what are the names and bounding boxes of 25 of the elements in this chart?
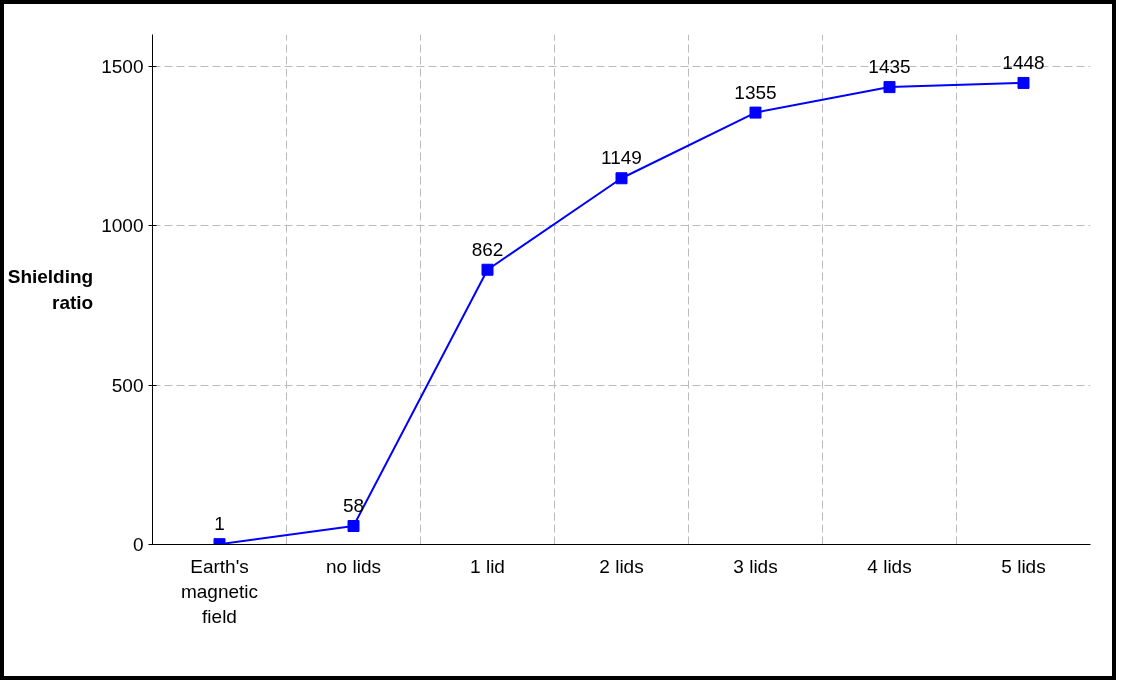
point [883,81,896,94]
data-label: 1149 [601,147,642,169]
data-label: 1355 [734,81,777,103]
data-label: 862 [471,238,504,260]
x-tick-label: no lids [326,555,381,577]
x-tick-label: 3 lids [733,555,778,577]
y-tick-label: 500 [111,374,144,396]
x-tick-label: 1 lid [470,555,505,577]
data-label: 1 [214,513,225,535]
point [749,106,762,119]
x-tick-label: 2 lids [599,555,644,577]
point [615,172,628,185]
x-tick-label: Earth's magnetic field [180,555,259,627]
point [481,263,494,276]
x-tick-label: 5 lids [1001,555,1046,577]
y-tick-label: 0 [132,534,144,555]
data-label: 1448 [1002,51,1045,73]
y-tick-label: 1000 [101,215,144,237]
data-label: 1435 [868,56,911,78]
x-tick-label: 4 lids [867,555,912,577]
y-axis-title: Shielding ratio [7,266,94,313]
point [347,520,360,533]
data-label: 58 [342,495,365,517]
point [1017,76,1030,89]
y-tick-label: 1500 [101,55,144,77]
